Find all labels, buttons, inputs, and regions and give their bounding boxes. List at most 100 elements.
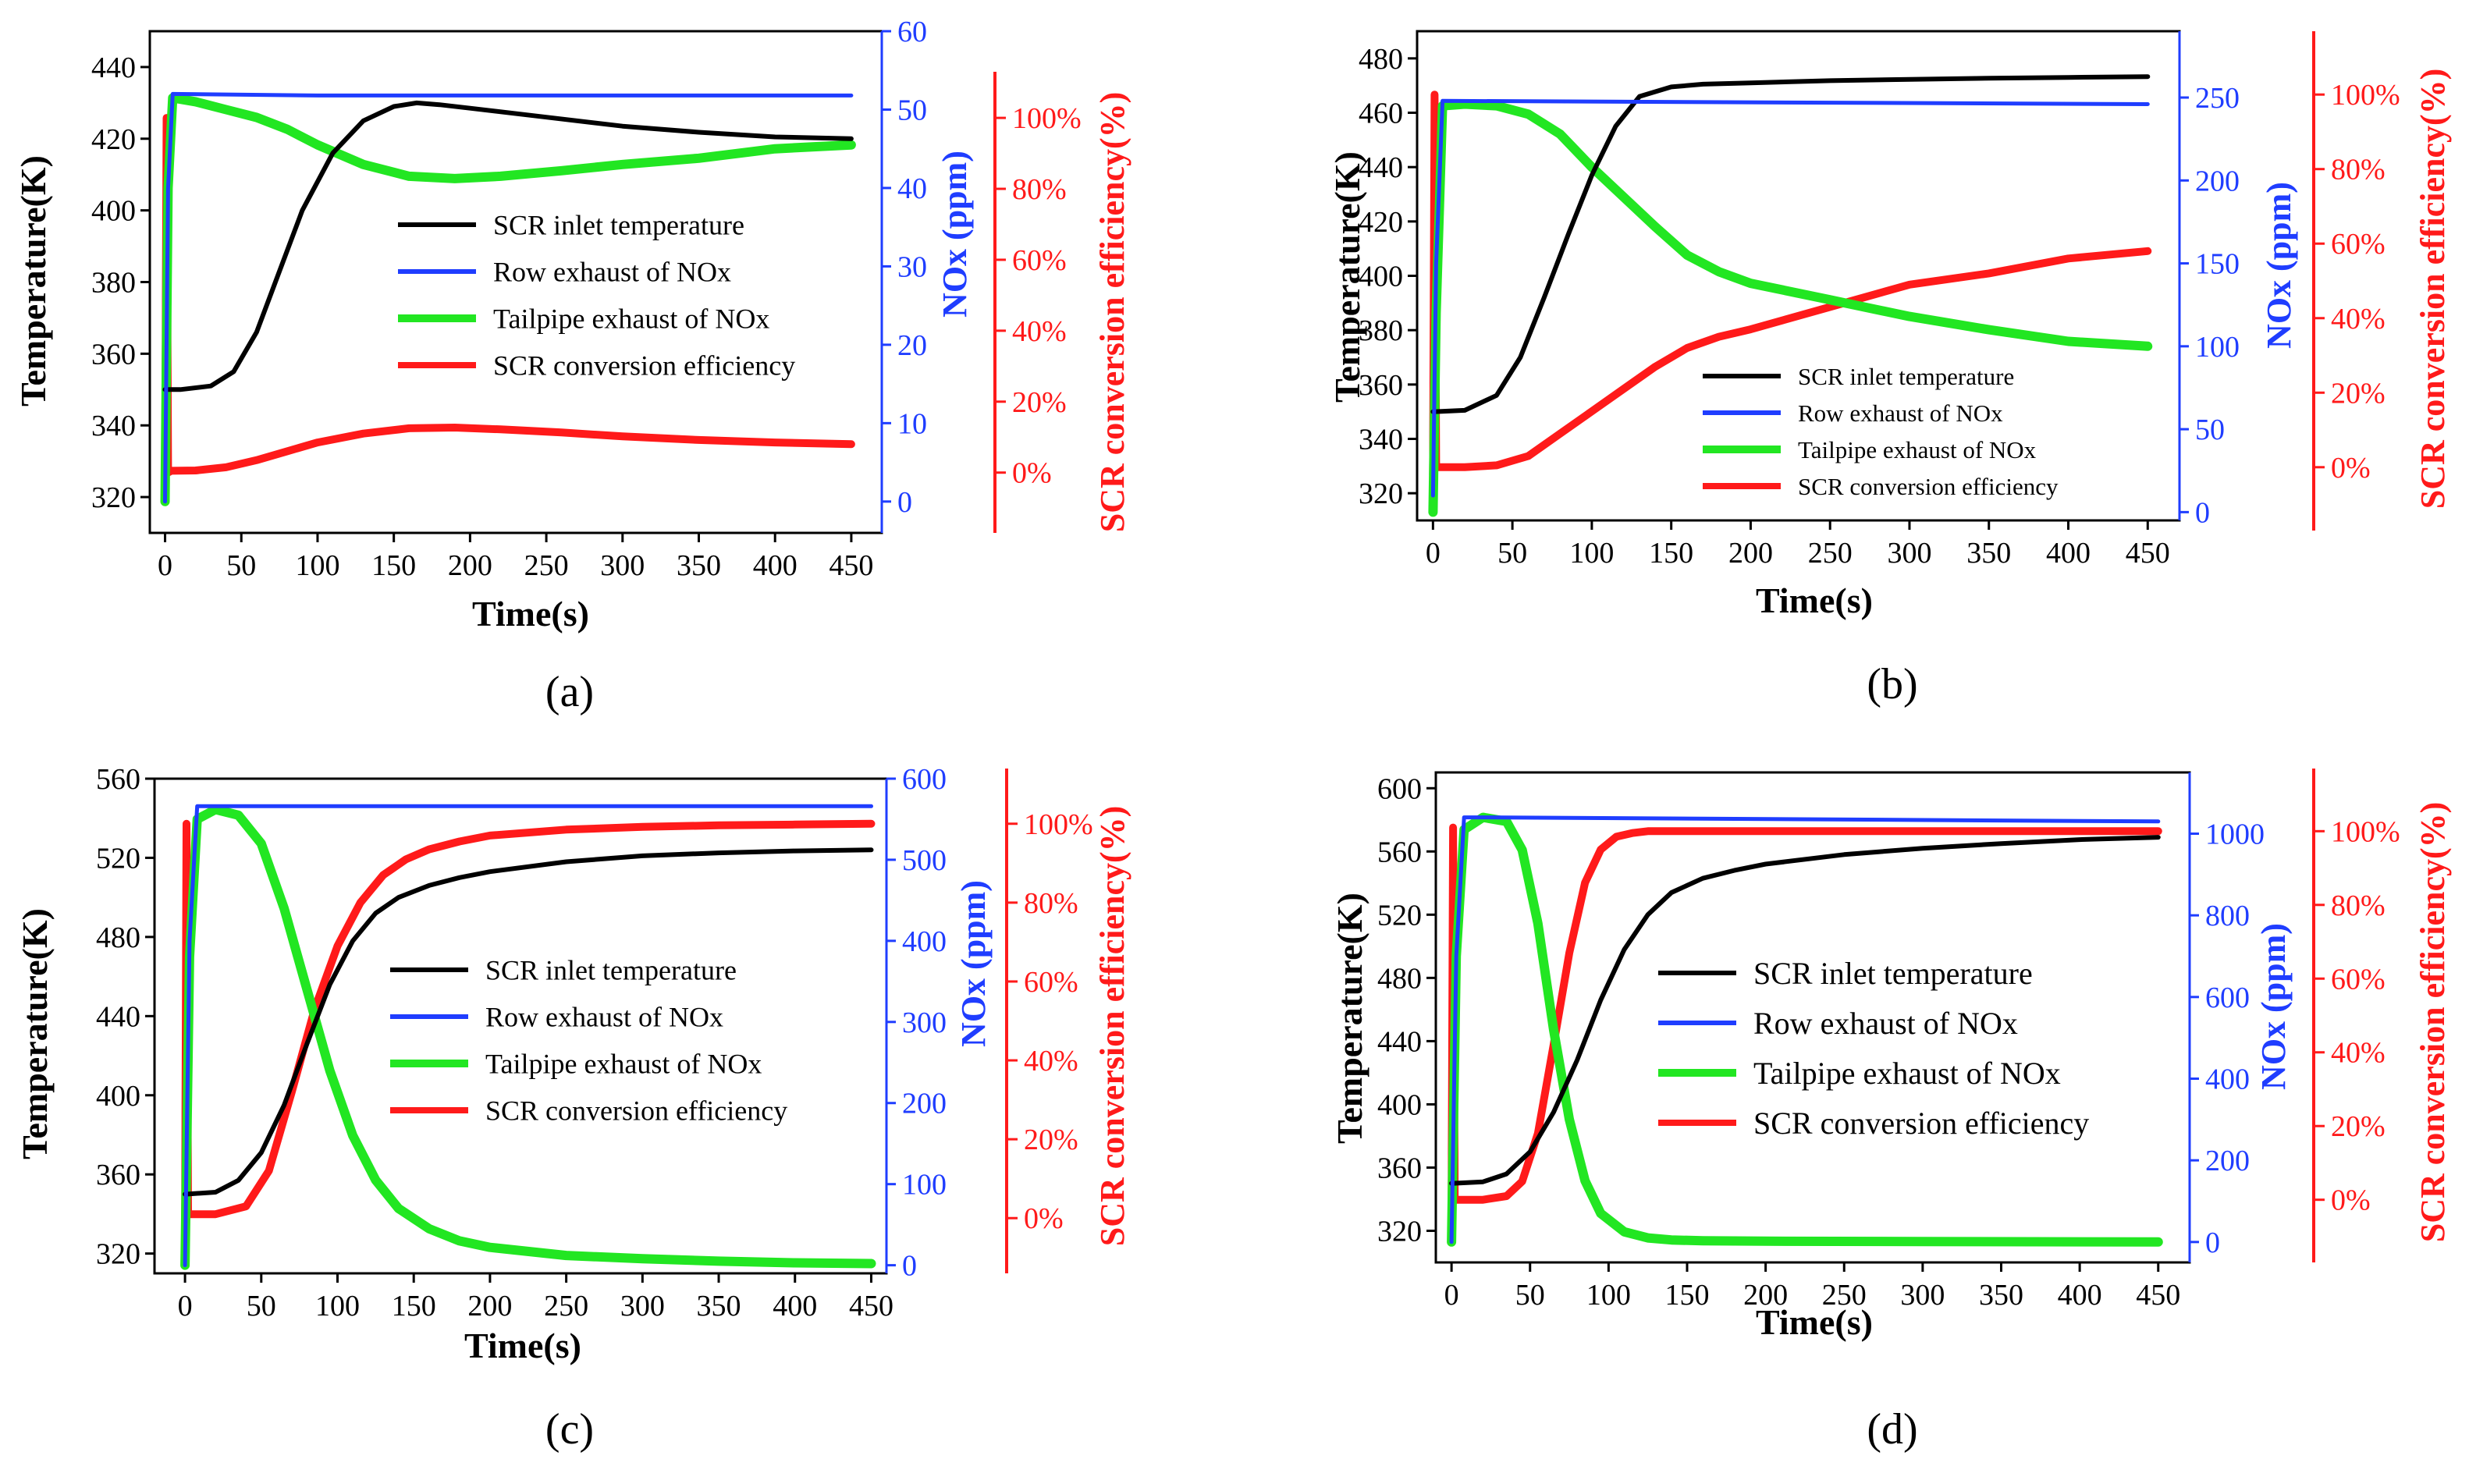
nox-tick-label: 250: [2195, 82, 2240, 115]
legend-label: Tailpipe exhaust of NOx: [1753, 1056, 2061, 1091]
efficiency-tick-label: 80%: [2331, 154, 2386, 186]
x-tick-label: 350: [1979, 1279, 2023, 1312]
temperature-line: [162, 100, 854, 392]
y-tick-label: 320: [96, 1238, 140, 1271]
nox-tick-label: 60: [897, 16, 927, 48]
x-tick-label: 100: [1586, 1279, 1631, 1312]
x-tick-label: 50: [1515, 1279, 1545, 1312]
efficiency-tick-label: 40%: [1024, 1045, 1078, 1077]
efficiency-tick-label: 100%: [2331, 79, 2400, 112]
nox-axis-title: NOx (ppm): [2260, 182, 2298, 349]
y-axis-title: Temperature(K): [15, 908, 55, 1159]
y-tick-label: 360: [1377, 1152, 1422, 1184]
y-tick-label: 340: [91, 410, 136, 442]
x-tick-label: 250: [524, 549, 569, 582]
x-tick-label: 450: [2126, 537, 2170, 570]
x-tick-label: 200: [448, 549, 492, 582]
tailpipe-nox-line: [160, 93, 856, 506]
legend-label: SCR conversion efficiency: [493, 350, 795, 382]
y-tick-label: 440: [1359, 151, 1403, 184]
legend-label: SCR conversion efficiency: [485, 1095, 787, 1127]
legend-label: Tailpipe exhaust of NOx: [493, 304, 769, 335]
panel-label: (d): [1867, 1405, 1917, 1454]
efficiency-axis-title: SCR conversion efficiency(%): [1093, 92, 1131, 533]
y-tick-label: 600: [1377, 772, 1422, 805]
nox-tick-label: 50: [2195, 414, 2225, 446]
nox-tick-label: 0: [902, 1250, 917, 1283]
x-tick-label: 150: [371, 549, 416, 582]
efficiency-tick-label: 40%: [2331, 1037, 2386, 1070]
x-tick-label: 0: [178, 1290, 193, 1322]
raw-nox-line: [183, 804, 873, 1268]
legend-label: SCR conversion efficiency: [1753, 1106, 2089, 1141]
efficiency-axis-title: SCR conversion efficiency(%): [1093, 806, 1131, 1247]
y-tick-label: 400: [96, 1080, 140, 1113]
y-tick-label: 440: [96, 1000, 140, 1033]
x-tick-label: 250: [1808, 537, 1853, 570]
y-tick-label: 420: [1359, 206, 1403, 239]
y-tick-label: 480: [1359, 43, 1403, 76]
y-tick-label: 560: [96, 763, 140, 796]
efficiency-axis-title: SCR conversion efficiency(%): [2414, 69, 2452, 509]
efficiency-tick-label: 60%: [2331, 963, 2386, 996]
efficiency-line: [1429, 91, 2152, 479]
efficiency-tick-label: 80%: [1012, 173, 1067, 206]
efficiency-tick-label: 60%: [1012, 244, 1067, 277]
panel-c: 0 50 100 150 200 250 300 350 400 450 320 360 400 440 4…: [15, 763, 1131, 1454]
efficiency-tick-label: 60%: [2331, 228, 2386, 261]
nox-tick-label: 500: [902, 844, 947, 877]
x-tick-label: 200: [1728, 537, 1773, 570]
nox-tick-label: 40: [897, 172, 927, 205]
y-tick-label: 480: [96, 921, 140, 954]
legend-label: SCR inlet temperature: [485, 955, 737, 986]
efficiency-tick-label: 0%: [2331, 452, 2371, 485]
nox-tick-label: 100: [902, 1169, 947, 1202]
tailpipe-nox-line: [180, 804, 876, 1270]
x-tick-label: 300: [620, 1290, 665, 1322]
efficiency-tick-label: 80%: [1024, 887, 1078, 920]
y-tick-label: 400: [91, 195, 136, 228]
nox-tick-label: 200: [2195, 165, 2240, 197]
legend-label: SCR inlet temperature: [1798, 363, 2014, 390]
efficiency-line: [161, 114, 855, 495]
x-tick-label: 50: [1497, 537, 1527, 570]
nox-tick-label: 600: [902, 763, 947, 796]
legend-label: SCR inlet temperature: [1753, 956, 2033, 991]
x-tick-label: 100: [1569, 537, 1614, 570]
efficiency-tick-label: 80%: [2331, 889, 2386, 922]
y-tick-label: 400: [1359, 261, 1403, 293]
efficiency-tick-label: 20%: [1012, 386, 1067, 419]
x-tick-label: 450: [2136, 1279, 2180, 1312]
y-tick-label: 420: [91, 123, 136, 156]
y-tick-label: 520: [1377, 899, 1422, 932]
nox-tick-label: 200: [2205, 1145, 2250, 1177]
nox-tick-label: 30: [897, 250, 927, 283]
y-axis-title: Temperature(K): [1327, 151, 1367, 403]
x-tick-label: 300: [1900, 1279, 1945, 1312]
y-tick-label: 460: [1359, 98, 1403, 130]
tailpipe-nox-line: [1447, 812, 2163, 1247]
x-tick-label: 400: [773, 1290, 817, 1322]
y-tick-label: 320: [1359, 478, 1403, 510]
efficiency-tick-label: 20%: [1024, 1124, 1078, 1156]
panel-label: (b): [1867, 660, 1917, 708]
nox-tick-label: 50: [897, 94, 927, 126]
y-tick-label: 440: [1377, 1025, 1422, 1058]
y-tick-label: 360: [91, 338, 136, 371]
nox-tick-label: 150: [2195, 248, 2240, 281]
temperature-line: [1430, 74, 2151, 414]
y-tick-label: 480: [1377, 962, 1422, 995]
legend-label: Tailpipe exhaust of NOx: [485, 1049, 762, 1080]
nox-tick-label: 0: [897, 486, 912, 519]
x-tick-label: 0: [158, 549, 172, 582]
y-tick-label: 360: [96, 1159, 140, 1191]
efficiency-tick-label: 0%: [2331, 1184, 2371, 1217]
y-tick-label: 360: [1359, 369, 1403, 402]
raw-nox-line: [163, 91, 854, 504]
efficiency-tick-label: 40%: [1012, 315, 1067, 348]
legend-label: Tailpipe exhaust of NOx: [1798, 436, 2037, 463]
x-tick-label: 400: [2058, 1279, 2102, 1312]
y-tick-label: 380: [1359, 314, 1403, 347]
temperature-line: [183, 847, 874, 1197]
